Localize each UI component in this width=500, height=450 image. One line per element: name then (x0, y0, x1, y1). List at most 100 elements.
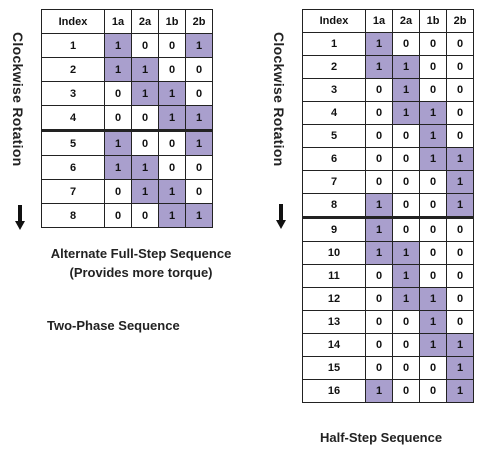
cell-2a: 1 (392, 78, 420, 102)
cell-index: 3 (41, 81, 105, 106)
cell-index: 3 (302, 78, 366, 102)
cell-2a: 1 (131, 155, 159, 180)
cell-index: 1 (41, 33, 105, 58)
cell-1a: 0 (104, 105, 132, 131)
cell-1b: 0 (419, 264, 447, 288)
cell-2b: 1 (185, 33, 213, 58)
cell-1a: 0 (104, 81, 132, 106)
column-header-2a: 2a (392, 9, 420, 33)
column-header-2b: 2b (185, 9, 213, 34)
column-header-2a: 2a (131, 9, 159, 34)
cell-2b: 1 (446, 170, 474, 194)
cell-2b: 1 (185, 129, 213, 156)
cell-2b: 0 (446, 78, 474, 102)
cell-2a: 0 (392, 356, 420, 380)
cell-1b: 1 (419, 310, 447, 334)
cell-index: 7 (41, 179, 105, 204)
cell-2b: 0 (185, 179, 213, 204)
column-header-2b: 2b (446, 9, 474, 33)
cell-2a: 1 (131, 179, 159, 204)
cell-index: 1 (302, 32, 366, 56)
cell-1b: 1 (419, 101, 447, 125)
cell-2b: 0 (446, 216, 474, 242)
cell-2b: 1 (446, 147, 474, 171)
table-row: 12 0 1 1 0 (302, 287, 474, 311)
cell-2a: 0 (392, 124, 420, 148)
cell-2a: 0 (131, 33, 159, 58)
cell-1a: 1 (104, 33, 132, 58)
cell-2a: 0 (392, 216, 420, 242)
cell-1a: 1 (365, 55, 393, 79)
cell-index: 5 (302, 124, 366, 148)
table-row: 13 0 0 1 0 (302, 310, 474, 334)
cell-index: 2 (41, 57, 105, 82)
cell-1b: 0 (419, 193, 447, 218)
cell-1a: 1 (365, 32, 393, 56)
cell-2b: 0 (446, 101, 474, 125)
column-header-1b: 1b (158, 9, 186, 34)
cell-1b: 0 (419, 241, 447, 265)
table-row: 10 1 1 0 0 (302, 241, 474, 265)
clockwise-rotation-label-right: Clockwise Rotation (271, 32, 287, 167)
cell-2a: 0 (131, 203, 159, 228)
cell-1a: 1 (104, 57, 132, 82)
cell-1b: 0 (419, 379, 447, 403)
cell-1b: 1 (158, 179, 186, 204)
cell-2b: 1 (185, 105, 213, 131)
cell-2b: 0 (446, 32, 474, 56)
cell-1b: 1 (419, 287, 447, 311)
cell-1b: 0 (158, 129, 186, 156)
cell-2b: 1 (185, 203, 213, 228)
cell-1a: 1 (104, 129, 132, 156)
header-row: Index 1a 2a 1b 2b (302, 9, 474, 33)
full-step-subcaption: (Provides more torque) (69, 265, 213, 280)
cell-2a: 1 (392, 55, 420, 79)
table-row: 15 0 0 0 1 (302, 356, 474, 380)
cell-index: 2 (302, 55, 366, 79)
cell-1b: 0 (158, 155, 186, 180)
table-row: 11 0 1 0 0 (302, 264, 474, 288)
cell-1a: 0 (365, 287, 393, 311)
cell-2b: 0 (446, 241, 474, 265)
cell-index: 7 (302, 170, 366, 194)
cell-1a: 0 (365, 333, 393, 357)
cell-index: 13 (302, 310, 366, 334)
cell-index: 16 (302, 379, 366, 403)
cell-2b: 0 (446, 287, 474, 311)
cell-1b: 0 (158, 33, 186, 58)
cell-2a: 0 (392, 333, 420, 357)
cell-index: 6 (41, 155, 105, 180)
cell-1b: 1 (419, 147, 447, 171)
cell-2a: 0 (392, 32, 420, 56)
cell-2a: 0 (392, 193, 420, 218)
cell-1a: 1 (365, 379, 393, 403)
cell-1a: 0 (365, 170, 393, 194)
cell-index: 9 (302, 216, 366, 242)
cell-1a: 0 (365, 356, 393, 380)
cell-index: 6 (302, 147, 366, 171)
cell-2a: 1 (392, 241, 420, 265)
cell-index: 12 (302, 287, 366, 311)
cell-1b: 1 (419, 333, 447, 357)
cell-1a: 1 (104, 155, 132, 180)
cell-2a: 0 (392, 170, 420, 194)
table-row: 16 1 0 0 1 (302, 379, 474, 403)
half-step-caption: Half-Step Sequence (320, 430, 443, 445)
clockwise-rotation-label-left: Clockwise Rotation (10, 32, 26, 167)
cell-1b: 0 (419, 216, 447, 242)
cell-index: 4 (302, 101, 366, 125)
cell-1a: 0 (365, 310, 393, 334)
cell-1b: 0 (419, 78, 447, 102)
